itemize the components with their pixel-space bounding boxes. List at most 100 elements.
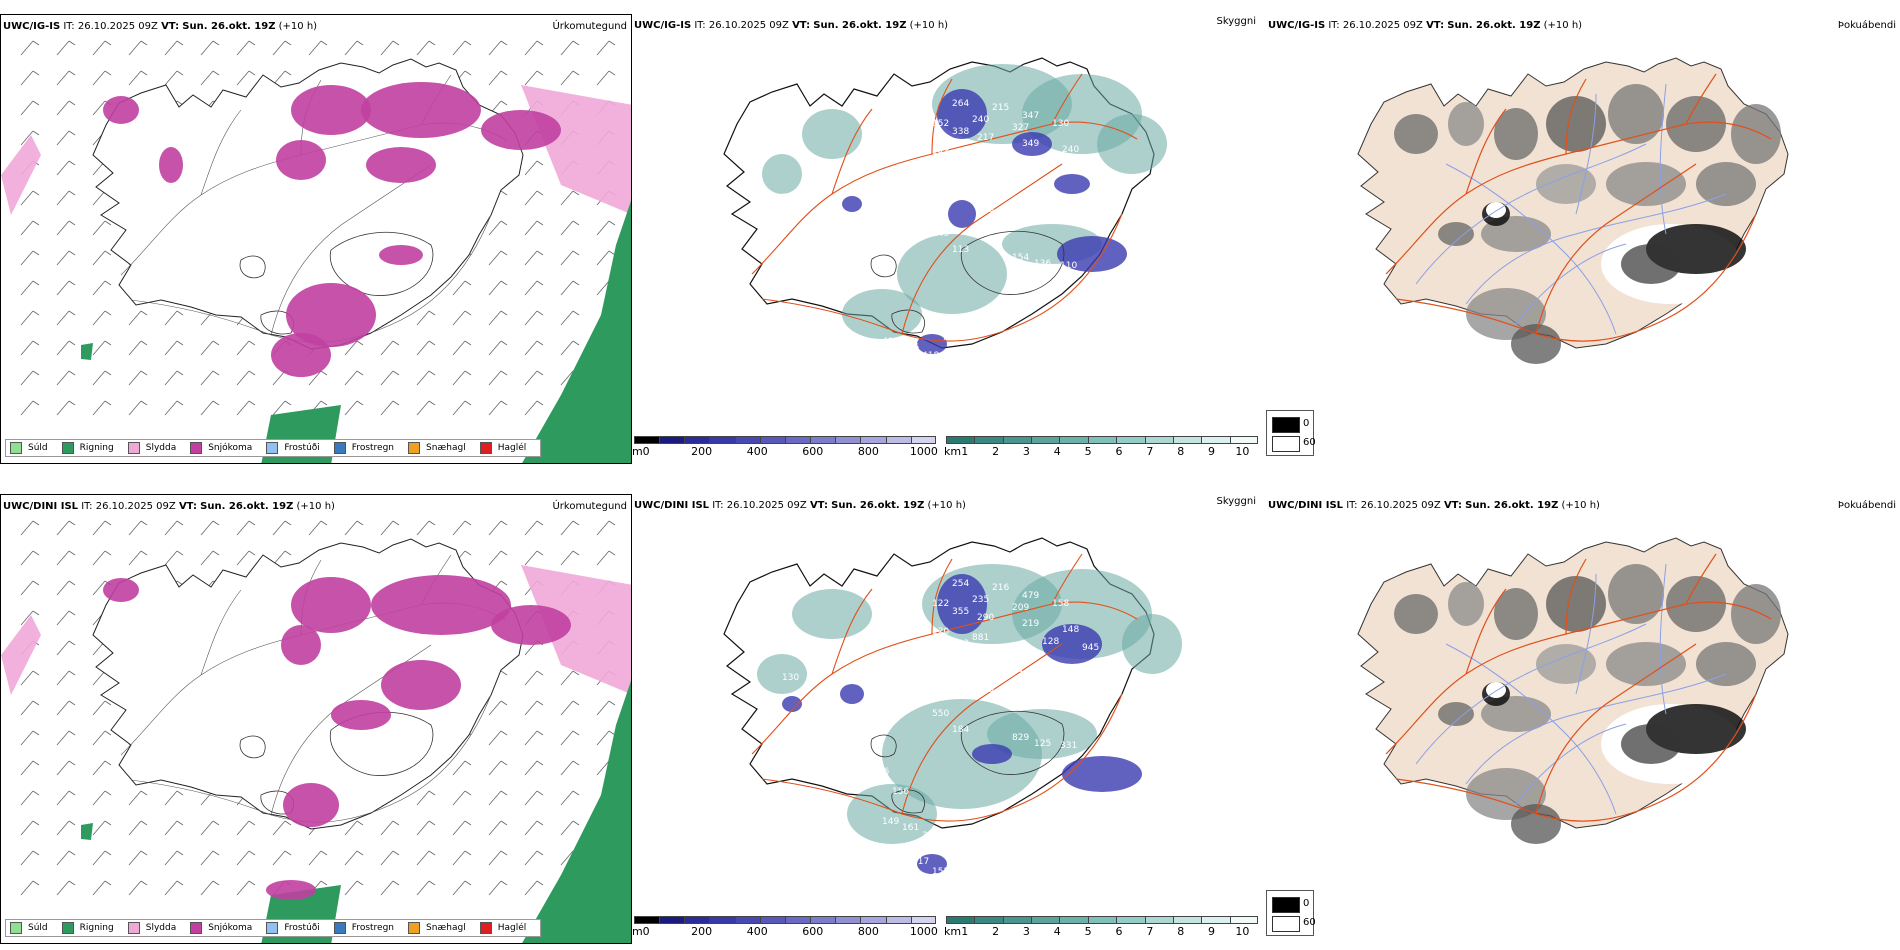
- colorbar-cell: [784, 436, 811, 444]
- colorbar-cell: [860, 916, 886, 924]
- snow-area: [159, 147, 183, 183]
- colorbar-cell: [860, 436, 886, 444]
- legend-item: Frostúði: [266, 922, 320, 934]
- wind-barb: [164, 370, 184, 386]
- colorbar-cell: [1144, 916, 1173, 924]
- wind-barb: [92, 550, 112, 566]
- wind-barb: [380, 820, 400, 836]
- legend-swatch: [266, 442, 279, 454]
- wind-barb: [524, 70, 544, 86]
- wind-barb: [56, 580, 76, 596]
- colorbar-cell: [946, 436, 975, 444]
- panel-title: Þokuábendi: [1837, 500, 1896, 511]
- wind-barb: [164, 340, 184, 356]
- wind-barb: [560, 190, 580, 206]
- colorbar-cell: [734, 436, 760, 444]
- wind-barb: [308, 370, 328, 386]
- fog-area: [1536, 164, 1596, 204]
- panel-header: UWC/DINI ISL IT: 26.10.2025 09Z VT: Sun.…: [3, 501, 335, 512]
- wind-barb: [488, 400, 508, 416]
- wind-barb: [20, 730, 40, 746]
- fog-area: [1511, 324, 1561, 364]
- cloudbase-label: 347: [1022, 111, 1039, 121]
- wind-barb: [20, 670, 40, 686]
- wind-barb: [92, 220, 112, 236]
- rain-area: [522, 200, 631, 463]
- wind-barb: [20, 340, 40, 356]
- cloudbase-label: 275: [977, 685, 994, 695]
- colorbar-cell: [946, 916, 975, 924]
- wind-barb: [20, 880, 40, 896]
- fog-key-low: 0: [1303, 898, 1310, 909]
- legend-swatch: [333, 922, 346, 934]
- colorbar-cell: [734, 916, 760, 924]
- fog-key-low-swatch: [1272, 897, 1300, 913]
- snow-area: [379, 245, 423, 265]
- wind-barb: [452, 760, 472, 776]
- wind-barb: [164, 880, 184, 896]
- wind-barb: [56, 280, 76, 296]
- wind-barb: [56, 70, 76, 86]
- fog-area: [1494, 588, 1538, 640]
- colorbar-tick: 2: [992, 925, 1000, 938]
- fog-area: [1438, 702, 1474, 726]
- precip-map: [1, 40, 631, 463]
- fog-area: [1546, 576, 1606, 632]
- wind-barb: [164, 820, 184, 836]
- cloudbase-label: 829: [1012, 733, 1029, 743]
- wind-barb: [164, 850, 184, 866]
- road-line: [1565, 78, 1587, 155]
- sleet-area: [521, 565, 631, 695]
- wind-barb: [560, 670, 580, 686]
- legend-swatch: [408, 922, 421, 934]
- wind-barb: [524, 880, 544, 896]
- snow-area: [276, 140, 326, 180]
- visibility-colorbar: 1 2 3 4 5 6 7 8 9 10 km: [944, 916, 1258, 939]
- cloudbase-label: 550: [932, 709, 949, 719]
- colorbar-tick: 4: [1053, 445, 1061, 458]
- wind-barb: [164, 520, 184, 536]
- cloudbase-area: [1062, 756, 1142, 792]
- wind-barb: [596, 730, 616, 746]
- wind-barb: [128, 520, 148, 536]
- road-line: [1465, 108, 1507, 195]
- colorbar-cell: [1172, 916, 1202, 924]
- colorbar-tick: 9: [1208, 925, 1216, 938]
- snow-area: [331, 700, 391, 730]
- cloudbase-label: 331: [1060, 741, 1077, 751]
- cloudbase-label: 149: [932, 229, 949, 239]
- wind-barb: [92, 790, 112, 806]
- panel-header: UWC/DINI ISL IT: 26.10.2025 09Z VT: Sun.…: [634, 500, 966, 511]
- wind-barb: [524, 160, 544, 176]
- snow-area: [491, 605, 571, 645]
- wind-barb: [56, 670, 76, 686]
- wind-barb: [164, 790, 184, 806]
- fog-area: [1536, 644, 1596, 684]
- glacier-outline: [329, 231, 434, 296]
- wind-barb: [524, 310, 544, 326]
- wind-barb: [92, 400, 112, 416]
- cloudbase-label: 136: [872, 767, 889, 777]
- wind-barb: [560, 820, 580, 836]
- fog-area: [1394, 594, 1438, 634]
- wind-barb: [200, 850, 220, 866]
- snow-area: [266, 880, 316, 900]
- cloudbase-label: 149: [882, 817, 899, 827]
- road-line: [1051, 553, 1083, 605]
- wind-barb: [452, 310, 472, 326]
- wind-barb: [524, 220, 544, 236]
- colorbar-tick: 8: [1177, 445, 1185, 458]
- colorbar-cell: [1087, 436, 1117, 444]
- legend-item: Snæhagl: [408, 442, 466, 454]
- snow-area: [366, 147, 436, 183]
- cloudbase-label: 121: [952, 159, 969, 169]
- wind-barb: [524, 40, 544, 56]
- wind-barb: [56, 100, 76, 116]
- cloudbase-area: [1012, 132, 1052, 156]
- road-line: [1685, 73, 1717, 125]
- cloudbase-colorbar: 0 200 400 600 800 1000 m: [632, 916, 938, 939]
- colorbar-cell: [709, 436, 735, 444]
- precip-map: [1, 520, 631, 943]
- cloudbase-label: 240: [1062, 145, 1079, 155]
- cloudbase-label: 122: [932, 599, 949, 609]
